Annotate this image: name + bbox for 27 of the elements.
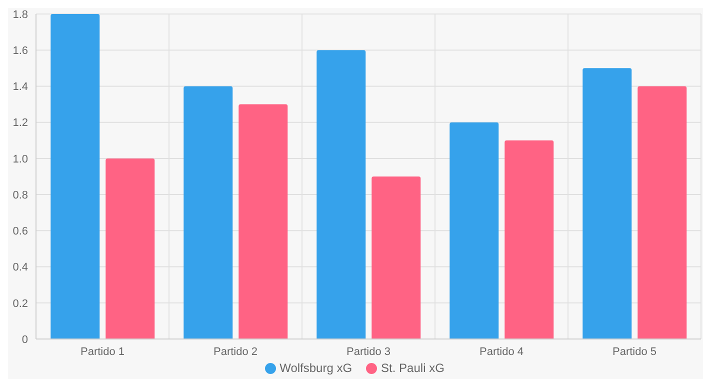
bar <box>50 14 100 339</box>
y-tick-label: 1.2 <box>12 117 28 130</box>
y-tick-label: 0 <box>22 334 28 346</box>
bar <box>372 176 421 339</box>
bar <box>582 68 632 339</box>
y-tick-label: 0.2 <box>12 298 28 310</box>
bar <box>504 140 554 339</box>
x-tick-label: Partido 1 <box>80 346 125 358</box>
bar <box>638 86 687 339</box>
bar <box>184 86 233 339</box>
y-tick-label: 1.4 <box>12 81 28 94</box>
y-tick-label: 1.8 <box>12 8 28 21</box>
legend-label: Wolfsburg xG <box>280 361 352 375</box>
bar <box>316 50 366 339</box>
bar <box>238 104 288 339</box>
bar <box>450 122 499 339</box>
legend-label: St. Pauli xG <box>381 361 444 375</box>
x-tick-label: Partido 3 <box>346 346 391 358</box>
y-tick-label: 1.0 <box>12 153 28 166</box>
y-tick-label: 0.4 <box>12 262 28 274</box>
y-tick-label: 0.8 <box>12 189 28 202</box>
x-tick-label: Partido 2 <box>213 346 258 358</box>
y-tick-label: 1.6 <box>12 45 28 58</box>
y-tick-label: 0.6 <box>12 226 28 238</box>
bar <box>106 158 155 339</box>
x-tick-label: Partido 5 <box>612 346 657 358</box>
x-tick-label: Partido 4 <box>479 346 524 358</box>
